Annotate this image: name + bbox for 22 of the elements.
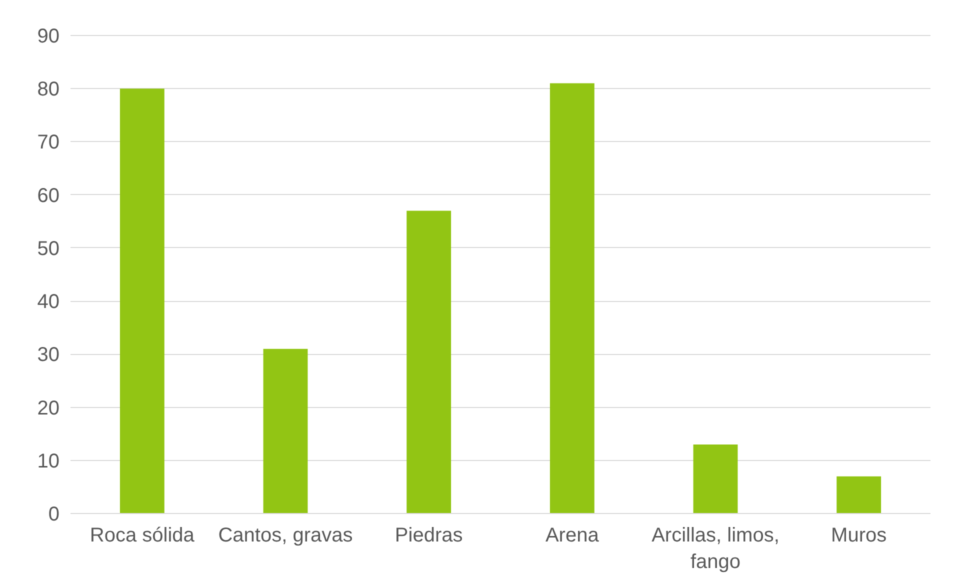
x-tick-label: Roca sólida	[90, 524, 196, 546]
bar	[406, 210, 452, 514]
y-tick-label: 90	[37, 26, 60, 48]
y-tick-label: 40	[37, 291, 60, 314]
x-tick-label: Muros	[831, 524, 887, 546]
y-tick-label: 20	[37, 397, 60, 420]
bar	[120, 88, 164, 514]
y-tick-label: 80	[37, 78, 60, 101]
y-tick-label: 60	[37, 184, 60, 207]
bar	[263, 348, 308, 514]
bar	[550, 83, 594, 514]
bar	[693, 444, 738, 514]
x-tick-label: Piedras	[394, 524, 463, 546]
y-tick-label: 0	[48, 504, 60, 526]
x-tick-label: Arcillas, limos, fango	[652, 524, 780, 573]
x-tick-label: Arena	[545, 524, 600, 546]
y-tick-label: 10	[37, 450, 60, 472]
bar	[836, 476, 882, 514]
x-tick-label: Cantos, gravas	[218, 524, 353, 546]
y-tick-label: 30	[37, 344, 60, 366]
y-tick-label: 70	[37, 132, 60, 154]
y-tick-label: 50	[37, 238, 60, 260]
